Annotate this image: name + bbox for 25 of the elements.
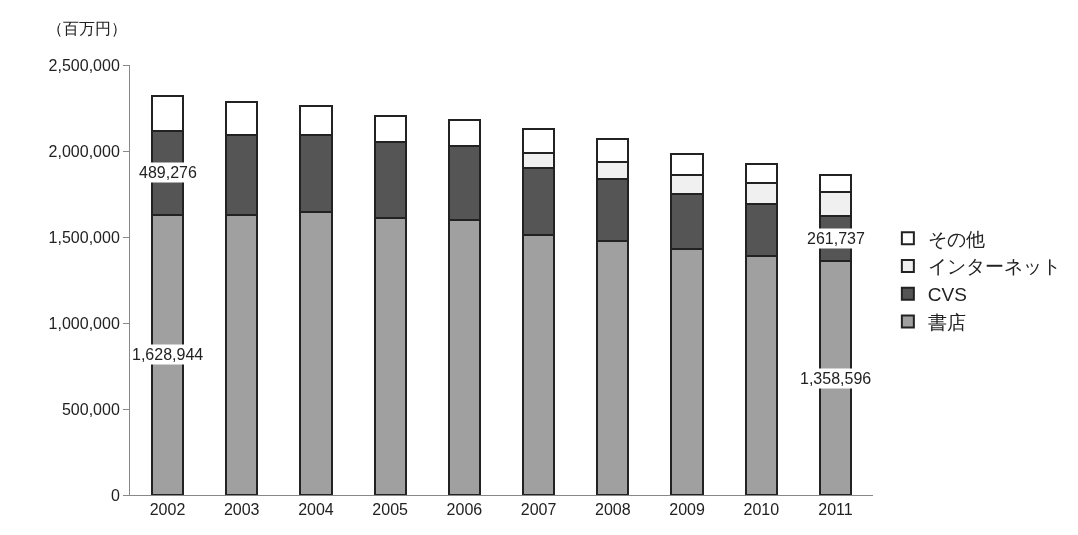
x-tick-label: 2006 <box>446 501 483 519</box>
y-tick-label: 2,500,000 <box>48 56 120 74</box>
legend-label: 書店 <box>927 311 966 333</box>
legend-label: インターネット <box>927 256 1061 278</box>
legend-label: その他 <box>927 228 985 250</box>
data-label: 1,358,596 <box>800 370 872 387</box>
legend-label: CVS <box>927 284 967 306</box>
x-tick-label: 2008 <box>595 501 631 519</box>
x-tick-label: 2004 <box>298 501 334 519</box>
y-tick-label: 1,500,000 <box>48 228 120 246</box>
y-tick-label: 0 <box>110 486 120 504</box>
x-tick-label: 2009 <box>669 501 705 519</box>
data-label: 1,628,944 <box>132 346 204 363</box>
x-tick-label: 2011 <box>818 501 853 519</box>
data-label: 261,737 <box>807 230 865 247</box>
y-tick-label: 2,000,000 <box>48 142 120 160</box>
x-tick-label: 2005 <box>372 501 409 519</box>
x-tick-label: 2002 <box>149 501 186 519</box>
y-tick-label: 500,000 <box>61 400 120 418</box>
x-tick-label: 2003 <box>223 501 260 519</box>
x-tick-label: 2007 <box>520 501 557 519</box>
y-axis-title: （百万円） <box>47 20 127 37</box>
y-tick-label: 1,000,000 <box>48 314 120 332</box>
x-tick-label: 2010 <box>743 501 780 519</box>
data-label: 489,276 <box>139 164 197 181</box>
